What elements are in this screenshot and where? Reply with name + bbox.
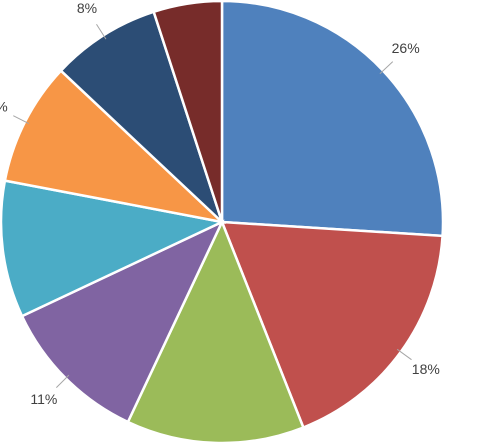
data-label: 11% (30, 391, 57, 407)
data-label: 26% (392, 40, 420, 56)
data-label: 9% (0, 98, 8, 114)
leader-line (396, 348, 412, 361)
leader-line (13, 115, 30, 125)
pie-slice (152, 0, 224, 223)
data-label: 18% (412, 361, 440, 377)
pie-slice (0, 179, 227, 318)
leader-line (55, 374, 70, 389)
pie-slice (220, 0, 445, 238)
data-label: 8% (77, 0, 97, 16)
leader-line (96, 23, 107, 40)
pie-slice (126, 218, 305, 445)
leader-line (379, 61, 394, 75)
